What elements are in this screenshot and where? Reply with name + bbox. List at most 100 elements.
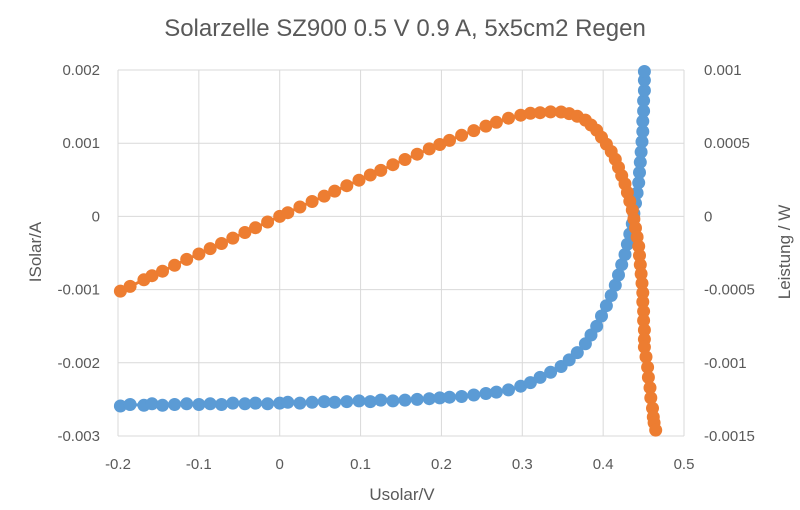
data-point (305, 195, 319, 208)
data-point (249, 396, 262, 410)
data-point (145, 397, 159, 411)
y-tick-label: 0.001 (62, 135, 100, 152)
series-line (119, 110, 658, 431)
data-point (637, 304, 651, 318)
y2-tick-label: -0.0005 (704, 282, 755, 299)
data-point (636, 295, 650, 309)
data-point (261, 397, 275, 411)
data-point (398, 153, 412, 166)
data-point (410, 147, 424, 161)
data-point (633, 155, 647, 169)
data-point (340, 395, 354, 409)
data-point (595, 309, 608, 323)
y-tick-label: 0 (92, 208, 100, 225)
y2-tick-label: 0.001 (704, 62, 742, 79)
data-point (637, 94, 651, 108)
data-point (410, 392, 424, 406)
data-point (636, 125, 650, 138)
data-point (615, 258, 629, 272)
data-point (632, 176, 646, 190)
data-point (570, 346, 584, 360)
data-point (637, 84, 651, 97)
data-point (489, 385, 503, 399)
data-point (479, 119, 493, 133)
tick-labels: -0.2 -0.1 0 0.1 0.2 0.3 0.4 0.5 -0.003 -0.002 -0.0… (57, 62, 754, 473)
data-point (639, 350, 653, 364)
data-point (443, 133, 456, 147)
data-point (443, 390, 456, 404)
x-tick-label: 0.3 (512, 456, 533, 473)
data-point (544, 365, 558, 379)
data-point (455, 390, 469, 403)
data-point (422, 142, 436, 156)
data-point (643, 381, 657, 395)
data-point (599, 299, 613, 313)
x-tick-label: -0.2 (105, 456, 131, 473)
data-point (514, 108, 528, 122)
data-point (192, 247, 206, 261)
x-tick-label: 0 (276, 456, 284, 473)
data-point (352, 173, 366, 187)
data-point (374, 163, 388, 177)
data-point (637, 65, 651, 78)
data-point (637, 323, 651, 337)
data-point (636, 114, 650, 128)
data-point (363, 395, 377, 409)
data-point (261, 215, 275, 229)
data-point (502, 111, 515, 125)
data-point (433, 138, 447, 151)
data-point (156, 264, 169, 278)
data-point (293, 200, 307, 214)
y2-tick-label: -0.001 (704, 355, 747, 372)
data-point (590, 319, 604, 333)
data-point (620, 237, 634, 251)
data-point (635, 135, 649, 149)
data-point (533, 106, 547, 120)
data-point (489, 115, 503, 129)
data-point (180, 397, 194, 411)
data-point (422, 392, 436, 406)
data-point (523, 376, 537, 390)
data-point (612, 268, 625, 282)
data-point (523, 106, 537, 120)
data-point (544, 105, 558, 119)
series-leistung (113, 105, 663, 437)
chart-title: Solarzelle SZ900 0.5 V 0.9 A, 5x5cm2 Reg… (164, 15, 646, 42)
x-tick-label: 0.1 (350, 456, 371, 473)
data-point (192, 398, 206, 411)
data-point (634, 267, 648, 281)
data-point (467, 124, 481, 138)
data-point (641, 370, 655, 384)
data-point (637, 104, 651, 118)
data-point (649, 423, 663, 437)
data-point (145, 269, 159, 283)
data-point (637, 314, 651, 327)
data-point (328, 184, 342, 198)
data-point (113, 284, 127, 298)
data-point (215, 237, 228, 250)
data-point (113, 399, 127, 413)
x-tick-label: 0.4 (593, 456, 614, 473)
data-point (156, 398, 169, 412)
data-point (386, 158, 400, 172)
data-point (636, 286, 650, 300)
data-point (467, 388, 481, 402)
y-tick-label: -0.003 (57, 428, 100, 445)
data-point (618, 248, 632, 261)
data-point (328, 395, 342, 409)
data-point (533, 370, 547, 384)
data-point (281, 206, 295, 220)
data-point (226, 396, 240, 410)
data-point (215, 398, 228, 411)
data-point (317, 395, 331, 409)
series (113, 65, 663, 437)
data-point (634, 145, 648, 159)
data-point (238, 397, 252, 411)
grid (117, 69, 685, 437)
y2-tick-label: 0 (704, 208, 712, 225)
data-point (644, 391, 658, 405)
data-point (168, 258, 182, 272)
data-point (633, 166, 646, 179)
data-point (317, 189, 331, 203)
